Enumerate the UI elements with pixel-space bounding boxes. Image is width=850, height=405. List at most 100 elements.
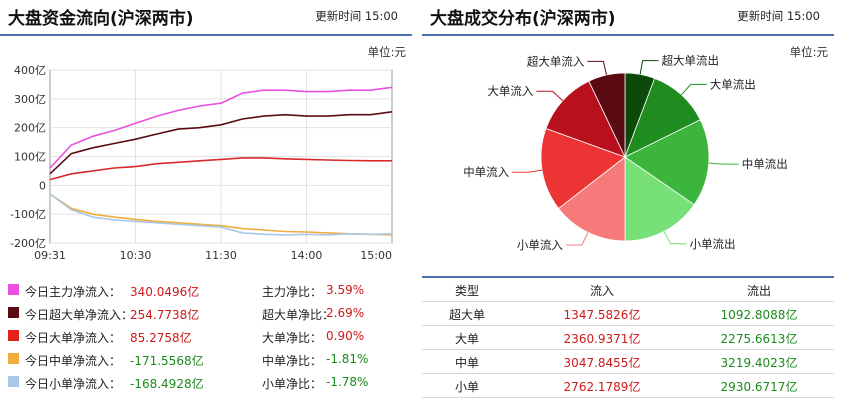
legend-label: 今日超大单净流入： <box>25 308 134 322</box>
pie-leader-line <box>512 169 543 173</box>
y-tick-label: -200亿 <box>10 237 46 250</box>
y-tick-label: -100亿 <box>10 208 46 221</box>
y-tick-label: 0 <box>39 179 46 192</box>
pie-slice <box>558 156 626 242</box>
table-row: 大单 2360.9371亿 2275.6613亿 <box>422 326 834 350</box>
y-tick-label: 200亿 <box>14 122 46 135</box>
series-line <box>49 86 393 169</box>
pie-slice <box>624 119 710 206</box>
table-cell-out: 2930.6717亿 <box>720 380 798 394</box>
legend-value: -171.5568亿 <box>130 354 204 368</box>
pie-leader-line <box>708 162 739 165</box>
legend-label: 今日中单净流入： <box>25 354 122 368</box>
fund-flow-header: 大盘资金流向(沪深两市) 更新时间 15:00 <box>0 0 412 36</box>
trade-distribution-title: 大盘成交分布(沪深两市) <box>430 9 616 29</box>
legend-ratio-label: 小单净比： <box>262 377 323 391</box>
fund-flow-panel: 大盘资金流向(沪深两市) 更新时间 15:00 单位:元 400亿 300亿 200… <box>0 0 412 405</box>
pie-leader-line <box>565 232 589 246</box>
table-cell-type: 大单 <box>454 332 479 346</box>
fund-flow-title: 大盘资金流向(沪深两市) <box>8 9 194 29</box>
pie-slice-label: 小单流入 <box>517 238 563 252</box>
x-tick-label: 15:00 <box>360 249 392 262</box>
x-tick-label: 10:30 <box>120 249 152 262</box>
table-cell-in: 1347.5826亿 <box>563 308 641 322</box>
pie-leader-line <box>681 83 707 96</box>
pie-slice-label: 中单流入 <box>463 165 509 179</box>
fund-flow-unit: 单位:元 <box>367 45 406 59</box>
pie-slice <box>540 127 626 210</box>
pie-slice <box>624 77 701 158</box>
table-cell-out: 1092.8088亿 <box>720 308 798 322</box>
series-line <box>49 111 393 175</box>
legend-swatch <box>8 307 19 318</box>
series-line <box>49 193 393 236</box>
trade-distribution-panel: 大盘成交分布(沪深两市) 更新时间 15:00 单位:元 超大单流出 大单流出 中单… <box>422 0 834 405</box>
table-header-out: 流出 <box>746 284 771 298</box>
y-tick-label: 100亿 <box>14 151 46 164</box>
pie-slice <box>545 80 626 158</box>
table-cell-type: 超大单 <box>448 308 485 322</box>
legend-value: 254.7738亿 <box>130 308 200 322</box>
series-line <box>49 193 393 236</box>
pie-slice <box>588 72 626 158</box>
legend-ratio-label: 超大单净比： <box>262 308 335 322</box>
legend-ratio-value: -1.81% <box>326 352 369 366</box>
table-row: 小单 2762.1789亿 2930.6717亿 <box>422 374 834 398</box>
pie-slice-label: 大单流入 <box>487 84 533 98</box>
legend-ratio-label: 中单净比： <box>262 354 323 368</box>
x-tick-label: 11:30 <box>205 249 237 262</box>
table-cell-in: 2762.1789亿 <box>563 380 641 394</box>
legend-ratio-value: 3.59% <box>326 283 365 297</box>
table-row: 超大单 1347.5826亿 1092.8088亿 <box>422 302 834 326</box>
legend-label: 今日主力净流入： <box>25 285 122 299</box>
table-cell-type: 中单 <box>454 356 479 370</box>
pie-leader-line <box>536 90 564 101</box>
series-line <box>49 157 392 181</box>
legend-value: -168.4928亿 <box>130 377 204 391</box>
table-header-row: 类型 流入 流出 <box>422 278 834 302</box>
y-tick-label: 400亿 <box>14 64 46 77</box>
trade-distribution-unit: 单位:元 <box>789 45 828 59</box>
pie-slice-label: 大单流出 <box>710 77 756 91</box>
y-tick-label: 300亿 <box>14 93 46 106</box>
legend-row: 今日主力净流入： 340.0496亿 主力净比： 3.59% <box>0 280 412 302</box>
pie-leader-line <box>663 231 687 245</box>
trade-distribution-header: 大盘成交分布(沪深两市) 更新时间 15:00 <box>422 0 834 36</box>
legend-label: 今日小单净流入： <box>25 377 122 391</box>
legend-value: 340.0496亿 <box>130 285 200 299</box>
table-cell-type: 小单 <box>454 380 479 394</box>
legend-swatch <box>8 353 19 364</box>
legend-label: 今日大单净流入： <box>25 331 122 345</box>
table-cell-out: 3219.4023亿 <box>720 356 798 370</box>
legend-ratio-label: 大单净比： <box>262 331 323 345</box>
pie-leader-line <box>639 60 659 75</box>
table-row: 中单 3047.8455亿 3219.4023亿 <box>422 350 834 374</box>
legend-swatch <box>8 330 19 341</box>
legend-row: 今日超大单净流入： 254.7738亿 超大单净比： 2.69% <box>0 303 412 325</box>
pie-slice-label: 小单流出 <box>690 237 736 251</box>
legend-swatch <box>8 376 19 387</box>
legend-ratio-value: 2.69% <box>326 306 365 320</box>
pie-slice-label: 中单流出 <box>742 157 788 171</box>
x-tick-label: 09:31 <box>34 249 66 262</box>
trade-distribution-table: 类型 流入 流出 超大单 1347.5826亿 1092.8088亿大单 2360.9… <box>422 276 834 398</box>
legend-row: 今日小单净流入： -168.4928亿 小单净比： -1.78% <box>0 372 412 394</box>
table-cell-out: 2275.6613亿 <box>720 332 798 346</box>
fund-flow-update-time: 更新时间 15:00 <box>315 9 398 23</box>
trade-distribution-update-time: 更新时间 15:00 <box>737 9 820 23</box>
pie-leader-line <box>587 60 607 76</box>
table-cell-in: 2360.9371亿 <box>563 332 641 346</box>
legend-ratio-label: 主力净比： <box>262 285 323 299</box>
table-header-type: 类型 <box>454 284 479 298</box>
table-cell-in: 3047.8455亿 <box>563 356 641 370</box>
pie-slice-label: 超大单流入 <box>527 54 585 68</box>
legend-swatch <box>8 284 19 295</box>
legend-ratio-value: 0.90% <box>326 329 365 343</box>
legend-value: 85.2758亿 <box>130 331 192 345</box>
pie-slice-label: 超大单流出 <box>662 54 720 68</box>
x-tick-label: 14:00 <box>291 249 323 262</box>
legend-row: 今日中单净流入： -171.5568亿 中单净比： -1.81% <box>0 349 412 371</box>
pie-slice <box>624 156 695 242</box>
